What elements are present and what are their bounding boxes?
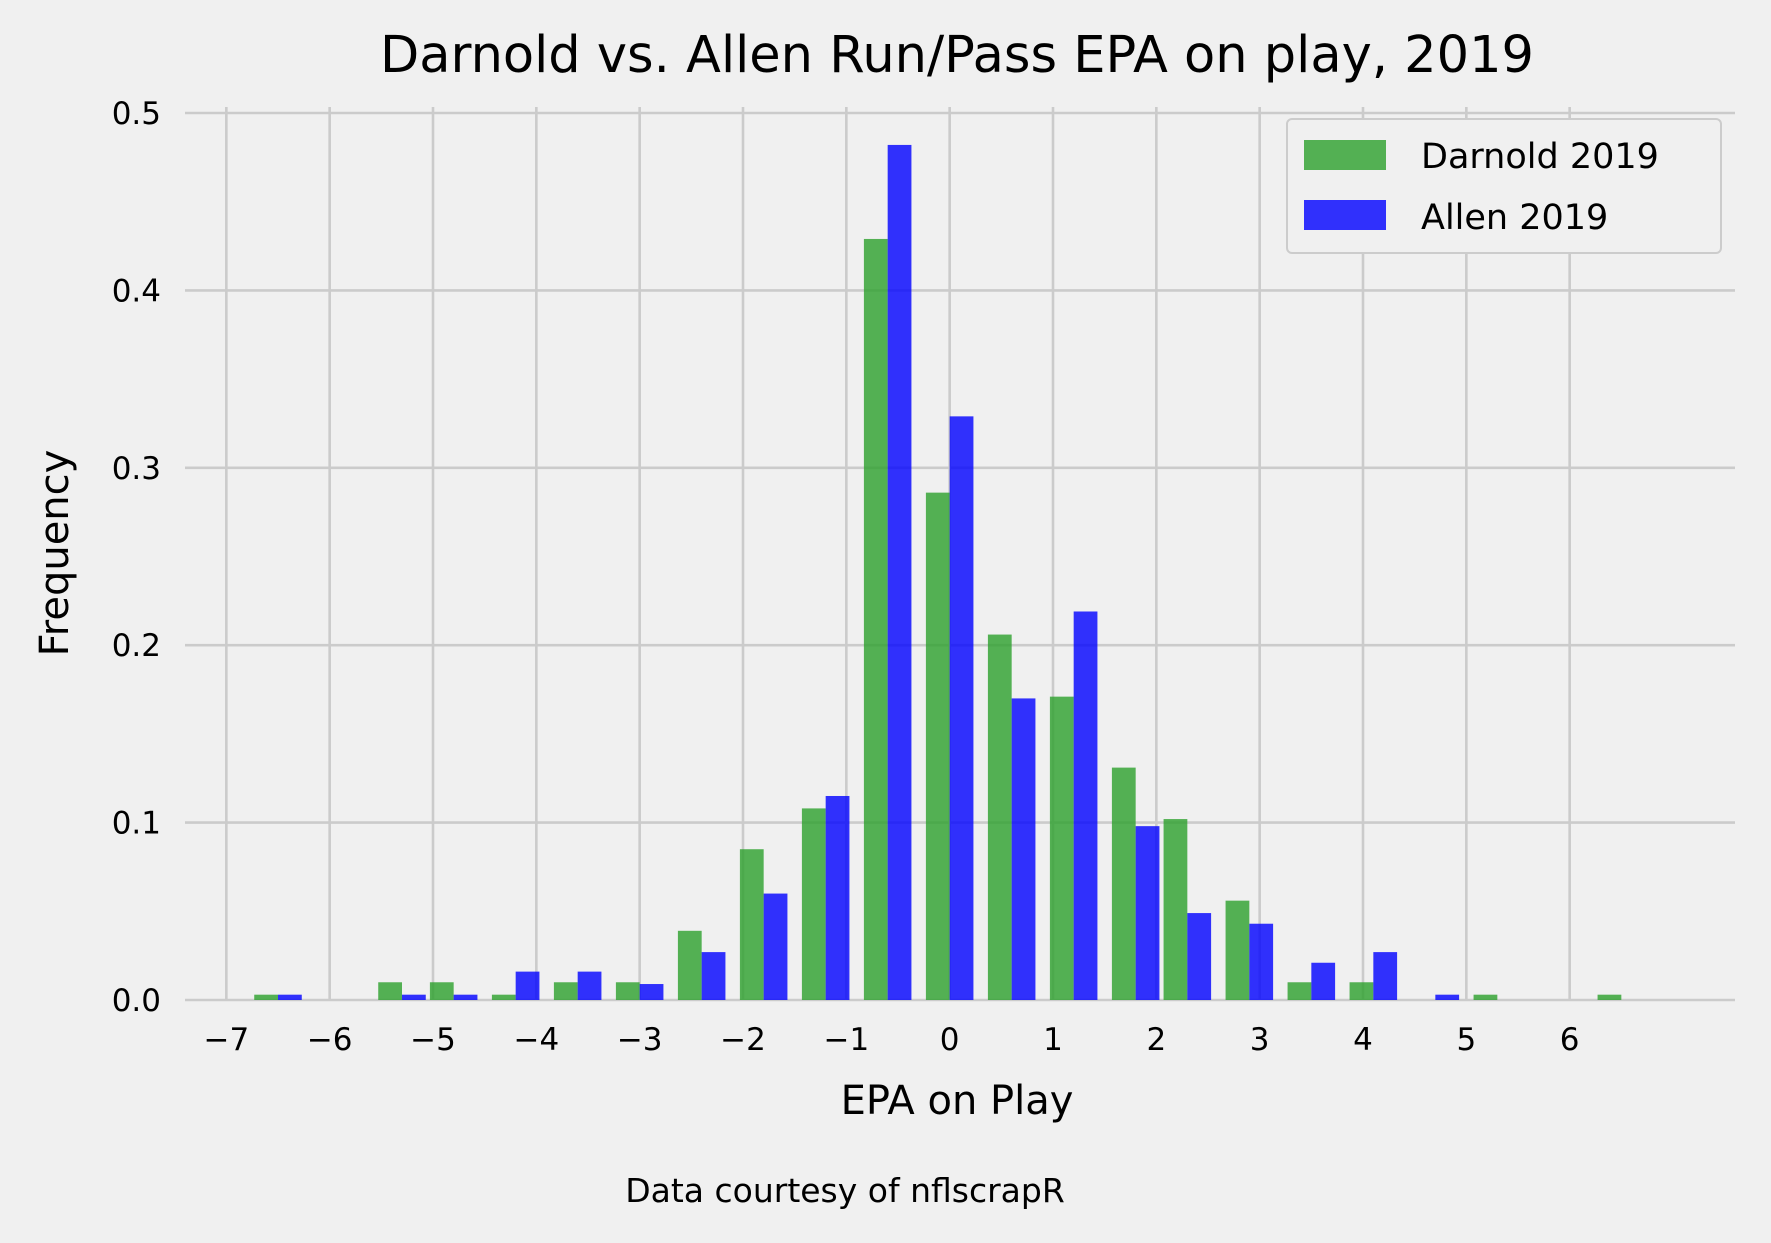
x-tick-label: −5 [410,1022,456,1058]
bar-darnold-6 [615,982,640,1000]
x-tick-label: 6 [1560,1022,1580,1058]
bar-allen-6 [639,984,664,1000]
bar-darnold-20 [1473,994,1498,1000]
bar-allen-14 [1135,826,1160,1000]
x-tick-label: 0 [940,1022,960,1058]
bar-allen-16 [1249,923,1274,1000]
caption: Data courtesy of nflscrapR [625,1171,1065,1210]
bar-darnold-15 [1163,819,1188,1000]
bar-darnold-9 [801,808,826,1000]
bars [254,144,1622,1001]
y-tick-labels: 0.0 0.1 0.2 0.3 0.4 0.5 [112,96,161,1019]
bar-darnold-11 [925,492,950,1000]
x-tick-label: 3 [1250,1022,1270,1058]
bar-darnold-13 [1049,696,1074,1000]
bar-darnold-22 [1597,994,1622,1000]
bar-allen-5 [577,971,602,1000]
bar-allen-10 [887,144,912,1000]
bar-darnold-0 [254,994,278,1000]
bar-darnold-5 [553,982,578,1000]
bar-allen-4 [515,971,540,1000]
legend-label-darnold: Darnold 2019 [1421,137,1659,177]
bar-darnold-17 [1287,982,1312,1000]
y-tick-label: 0.3 [112,451,161,487]
y-tick-label: 0.2 [112,628,161,664]
y-axis-label: Frequency [32,450,78,657]
y-tick-label: 0.1 [112,806,161,842]
x-tick-label: 4 [1353,1022,1373,1058]
x-tick-label: −6 [307,1022,353,1058]
bar-darnold-3 [429,982,454,1000]
bar-allen-18 [1373,952,1398,1000]
x-tick-label: −1 [823,1022,869,1058]
y-tick-label: 0.4 [112,273,161,309]
bar-allen-2 [402,994,426,1000]
legend-box [1286,118,1722,254]
bar-allen-9 [825,795,850,1000]
x-tick-labels: −7 −6 −5 −4 −3 −2 −1 0 1 2 3 4 5 6 [203,1022,1579,1058]
x-tick-label: −4 [513,1022,559,1058]
bar-darnold-8 [739,849,764,1000]
y-tick-label: 0.0 [112,983,161,1019]
x-tick-label: 2 [1146,1022,1166,1058]
bar-allen-7 [701,952,726,1000]
bar-darnold-4 [491,994,516,1000]
x-axis-label: EPA on Play [841,1078,1074,1124]
legend-swatch-darnold [1304,140,1386,170]
x-tick-label: −7 [203,1022,249,1058]
x-tick-label: −2 [720,1022,766,1058]
bar-darnold-12 [987,634,1012,1000]
bar-darnold-7 [677,930,702,1000]
bar-allen-11 [949,416,974,1000]
bar-allen-17 [1311,962,1336,1000]
bar-allen-13 [1073,611,1098,1000]
bar-allen-8 [763,893,788,1000]
x-tick-label: 5 [1456,1022,1476,1058]
bar-darnold-16 [1225,900,1250,1000]
bar-allen-3 [453,994,478,1000]
bar-darnold-10 [863,238,888,1001]
chart-title: Darnold vs. Allen Run/Pass EPA on play, … [380,26,1534,85]
y-tick-label: 0.5 [112,96,161,132]
bar-darnold-14 [1111,767,1136,1000]
bar-allen-12 [1011,698,1036,1000]
x-tick-label: 1 [1043,1022,1063,1058]
legend-label-allen: Allen 2019 [1421,198,1608,238]
bar-darnold-18 [1349,982,1374,1000]
bar-allen-0 [278,994,302,1000]
legend: Darnold 2019 Allen 2019 [1286,118,1722,254]
legend-swatch-allen [1304,200,1386,230]
x-tick-label: −3 [617,1022,663,1058]
bar-darnold-2 [378,982,402,1000]
bar-allen-19 [1435,994,1460,1000]
bar-allen-15 [1187,913,1212,1000]
